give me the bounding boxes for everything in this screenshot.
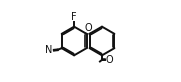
Text: O: O — [106, 55, 113, 65]
Text: N: N — [45, 45, 53, 55]
Text: F: F — [71, 12, 77, 22]
Text: O: O — [84, 23, 92, 33]
